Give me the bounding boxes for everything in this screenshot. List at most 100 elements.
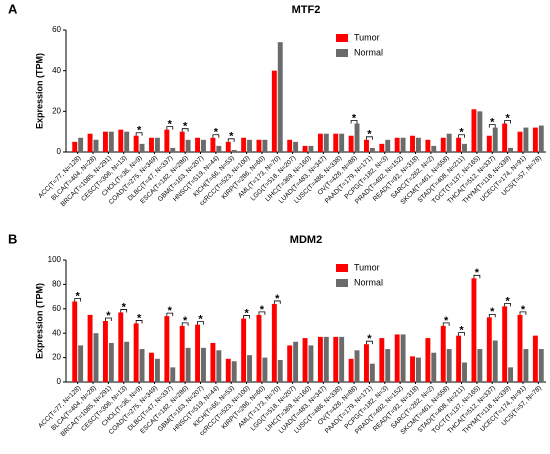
bar	[532, 335, 538, 382]
bar	[471, 278, 477, 382]
significance-bracket	[166, 312, 174, 317]
significance-mark: *	[183, 315, 188, 327]
bar	[348, 358, 354, 382]
bar	[508, 147, 514, 152]
bar	[354, 123, 360, 152]
bar	[256, 314, 262, 382]
bar	[354, 350, 360, 382]
significance-mark: *	[137, 312, 142, 324]
legend-swatch	[336, 264, 348, 272]
significance-mark: *	[367, 333, 372, 345]
bar	[379, 143, 385, 152]
significance-bracket	[135, 320, 143, 324]
bar	[523, 127, 529, 152]
bar	[195, 137, 201, 152]
bar	[462, 362, 467, 382]
bar	[364, 344, 369, 382]
bar	[164, 316, 170, 382]
y-tick-label: 0	[57, 377, 62, 386]
panel-label: B	[8, 231, 17, 246]
bar	[108, 131, 114, 152]
bar	[456, 335, 462, 382]
bar	[415, 137, 421, 152]
chart-title: MDM2	[290, 234, 322, 246]
bar	[538, 349, 544, 382]
bar	[517, 314, 523, 382]
bar	[124, 341, 130, 382]
bar	[179, 131, 185, 152]
significance-mark: *	[106, 310, 111, 322]
significance-bracket	[135, 132, 143, 136]
bar	[247, 139, 252, 152]
legend-swatch	[336, 279, 348, 287]
bar	[139, 349, 145, 382]
bar	[410, 135, 415, 152]
legend-label: Tumor	[354, 32, 380, 42]
bar	[87, 133, 93, 152]
bar	[102, 321, 108, 382]
bar	[231, 149, 237, 152]
bar	[139, 143, 145, 152]
bar	[72, 141, 78, 152]
significance-mark: *	[183, 121, 188, 133]
significance-bracket	[488, 124, 496, 128]
bar	[462, 143, 467, 152]
significance-mark: *	[352, 112, 357, 124]
significance-mark: *	[459, 325, 464, 337]
bar	[247, 355, 252, 382]
significance-mark: *	[229, 131, 234, 143]
bar	[124, 131, 130, 152]
bar	[179, 325, 185, 382]
bar	[149, 137, 154, 152]
bar	[302, 338, 308, 382]
y-tick-label: 80	[52, 280, 61, 289]
bar	[339, 336, 345, 382]
bar	[425, 338, 431, 382]
significance-bracket	[181, 322, 189, 326]
significance-bracket	[212, 134, 220, 138]
bar	[201, 347, 206, 382]
bar	[348, 135, 354, 152]
bar	[93, 139, 99, 152]
bar	[271, 70, 277, 152]
bar	[492, 340, 498, 382]
significance-mark: *	[168, 119, 173, 131]
bar	[293, 141, 299, 152]
bar	[271, 303, 277, 382]
significance-bracket	[350, 120, 358, 124]
y-tick-label: 60	[52, 304, 61, 313]
significance-mark: *	[198, 314, 203, 326]
bar	[170, 367, 176, 382]
bar	[339, 133, 345, 152]
bar	[262, 139, 268, 152]
bar	[317, 336, 323, 382]
bar	[446, 349, 452, 382]
significance-mark: *	[490, 306, 495, 318]
bar	[241, 318, 247, 382]
bar	[231, 361, 237, 382]
bar	[108, 342, 114, 382]
significance-bracket	[366, 136, 373, 140]
bar	[364, 139, 369, 152]
bar	[425, 139, 431, 152]
bar	[308, 345, 314, 382]
significance-mark: *	[505, 112, 510, 124]
bar	[302, 145, 308, 152]
bar	[185, 139, 191, 152]
significance-bracket	[273, 300, 281, 304]
bar	[471, 109, 477, 152]
y-tick-label: 0	[57, 147, 62, 156]
significance-bracket	[458, 134, 465, 138]
bar	[486, 135, 492, 152]
bar	[256, 139, 262, 152]
significance-bracket	[258, 311, 266, 315]
y-axis-label: Expression (TPM)	[34, 53, 44, 129]
bar	[400, 334, 406, 382]
significance-bracket	[504, 302, 511, 307]
significance-bracket	[519, 311, 527, 315]
significance-mark: *	[367, 129, 372, 141]
bar	[78, 137, 84, 152]
bar	[262, 357, 268, 382]
significance-mark: *	[260, 304, 265, 316]
